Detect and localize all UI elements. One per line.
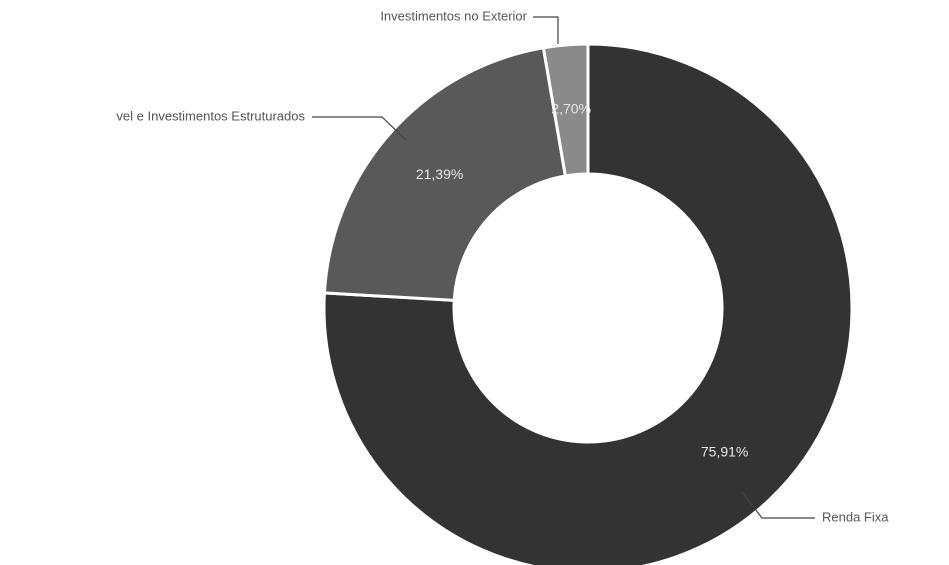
value-label: 21,39% xyxy=(416,166,463,182)
category-label: Renda Fixa xyxy=(822,509,889,524)
leader-line xyxy=(741,491,815,519)
donut-slice xyxy=(322,42,854,565)
donut-slice xyxy=(322,46,568,302)
leader-line xyxy=(533,16,559,44)
category-label: vel e Investimentos Estruturados xyxy=(116,108,305,123)
donut-slice xyxy=(541,42,590,178)
category-label: Investimentos no Exterior xyxy=(380,8,527,23)
value-label: 2,70% xyxy=(551,100,591,116)
leader-line xyxy=(312,116,407,141)
value-label: 75,91% xyxy=(701,443,748,459)
